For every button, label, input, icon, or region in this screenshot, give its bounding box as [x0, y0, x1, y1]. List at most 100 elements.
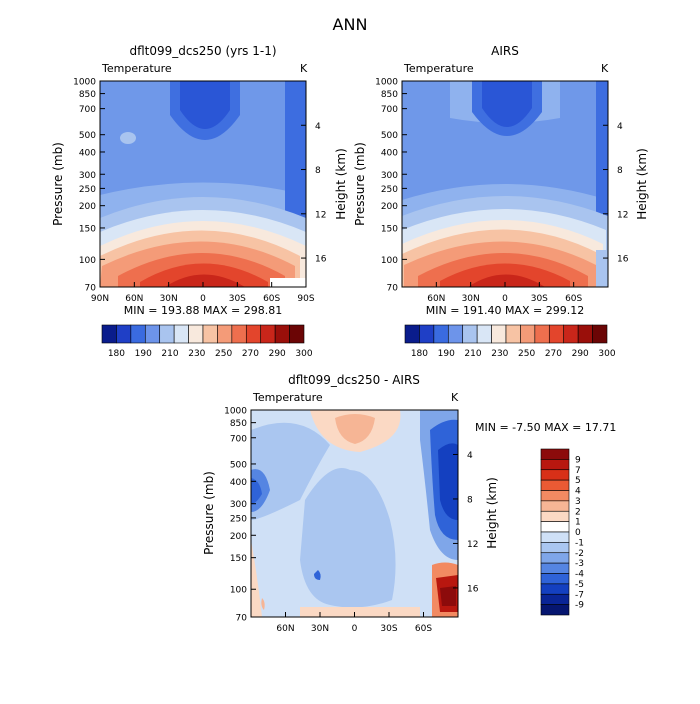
missing-data-region: [270, 278, 306, 287]
colorbar-label: -7: [575, 590, 584, 600]
pressure-tick-label: 150: [230, 554, 247, 564]
pressure-tick-label: 500: [79, 131, 96, 141]
panel-airs-colorbar: 180 190 210 230 250 270 290 300: [404, 324, 616, 359]
latitude-tick-label: 60S: [565, 294, 582, 304]
colorbar-label: 2: [575, 507, 581, 517]
colorbar-swatch: [540, 479, 570, 491]
height-tick-label: 4: [467, 451, 473, 461]
colorbar-swatch: [274, 324, 290, 344]
colorbar-label: -4: [575, 570, 584, 580]
panel-diff-axes: 70 100 150 200 250 300 400 500 700 850 1000 4 8 12 16 6…: [224, 407, 479, 635]
colorbar-swatch: [540, 562, 570, 574]
contour-fill: [596, 250, 608, 287]
height-tick-label: 16: [315, 255, 327, 265]
latitude-tick-label: 30N: [462, 294, 480, 304]
colorbar-swatch: [476, 324, 492, 344]
contour-fill: [300, 607, 420, 617]
panel-model-contours: [100, 81, 306, 287]
latitude-tick-label: 60S: [263, 294, 280, 304]
contour-fill: [251, 478, 262, 504]
colorbar-swatch: [548, 324, 565, 344]
height-tick-label: 12: [315, 210, 326, 220]
contour-fill: [438, 443, 458, 520]
colorbar-label: 4: [575, 487, 581, 497]
latitude-tick-label: 30S: [531, 294, 548, 304]
colorbar-label: 270: [242, 349, 259, 359]
latitude-tick-label: 0: [352, 624, 358, 634]
colorbar-swatch: [540, 469, 570, 481]
height-tick-label: 4: [315, 122, 321, 132]
panel-airs-title: AIRS: [491, 44, 519, 58]
contour-fill: [482, 81, 532, 127]
contour-fill: [120, 132, 136, 144]
pressure-tick-label: 100: [230, 586, 247, 596]
colorbar-swatch: [447, 324, 464, 344]
colorbar-label: 9: [575, 455, 581, 465]
colorbar-swatch: [116, 324, 132, 344]
contour-fill: [314, 570, 321, 580]
latitude-tick-label: 60N: [276, 624, 294, 634]
pressure-tick-label: 850: [79, 90, 96, 100]
pressure-tick-label: 400: [381, 148, 398, 158]
colorbar-swatch: [419, 324, 435, 344]
pressure-tick-label: 100: [79, 256, 96, 266]
height-tick-label: 16: [467, 584, 479, 594]
pressure-tick-label: 300: [230, 500, 247, 510]
colorbar-swatch: [433, 324, 449, 344]
colorbar-swatch: [592, 324, 608, 344]
colorbar-label: 230: [491, 349, 508, 359]
colorbar-label: -2: [575, 549, 584, 559]
pressure-tick-label: 1000: [224, 407, 247, 417]
panel-diff-title: dflt099_dcs250 - AIRS: [288, 373, 420, 387]
colorbar-label: 250: [215, 349, 232, 359]
colorbar-swatch: [144, 324, 161, 344]
page-title: ANN: [333, 15, 368, 34]
contour-fill: [251, 540, 262, 617]
panel-airs: AIRS Temperature K 70 100 150 200 250 300 400 5…: [353, 44, 649, 359]
colorbar-label: 290: [572, 349, 589, 359]
colorbar-label: 190: [438, 349, 455, 359]
pressure-tick-label: 700: [230, 434, 247, 444]
colorbar-swatch: [505, 324, 521, 344]
pressure-tick-label: 1000: [73, 78, 96, 88]
colorbar-swatch: [520, 324, 536, 344]
panel-diff-contours: [251, 410, 458, 617]
colorbar-swatch: [540, 531, 570, 543]
panel-model: dflt099_dcs250 (yrs 1-1) Temperature K 7…: [51, 44, 348, 359]
colorbar-swatch: [159, 324, 175, 344]
panel-model-colorbar: 180 190 210 230 250 270 290 300: [101, 324, 313, 359]
contour-fill: [468, 274, 545, 287]
panel-airs-field-label: Temperature: [403, 62, 474, 75]
latitude-tick-label: 0: [502, 294, 508, 304]
contour-fill: [402, 81, 445, 120]
panel-airs-contours: [402, 81, 608, 287]
pressure-tick-label: 300: [79, 171, 96, 181]
pressure-tick-label: 700: [381, 105, 398, 115]
panel-airs-ylabel: Pressure (mb): [353, 142, 367, 226]
panel-model-title: dflt099_dcs250 (yrs 1-1): [129, 44, 276, 58]
panel-model-stats: MIN = 193.88 MAX = 298.81: [124, 304, 282, 317]
latitude-tick-label: 60N: [427, 294, 445, 304]
pressure-tick-label: 200: [381, 202, 398, 212]
colorbar-swatch: [540, 542, 570, 554]
pressure-tick-label: 150: [381, 224, 398, 234]
colorbar-swatch: [462, 324, 478, 344]
panel-diff-ylabel: Pressure (mb): [202, 471, 216, 555]
pressure-tick-label: 1000: [375, 78, 398, 88]
pressure-tick-label: 250: [79, 185, 96, 195]
panel-diff-ylabel2: Height (km): [485, 477, 499, 548]
colorbar-swatch: [540, 490, 570, 502]
colorbar-swatch: [563, 324, 579, 344]
colorbar-swatch: [540, 459, 570, 471]
height-tick-label: 12: [467, 540, 478, 550]
colorbar-label: -9: [575, 601, 584, 611]
colorbar-swatch: [540, 521, 570, 533]
colorbar-label: 0: [575, 528, 581, 538]
colorbar-swatch: [289, 324, 305, 344]
latitude-tick-label: 90S: [297, 294, 314, 304]
colorbar-swatch: [231, 324, 247, 344]
colorbar-swatch: [404, 324, 420, 344]
latitude-tick-label: 30S: [229, 294, 246, 304]
colorbar-swatch: [540, 583, 570, 595]
